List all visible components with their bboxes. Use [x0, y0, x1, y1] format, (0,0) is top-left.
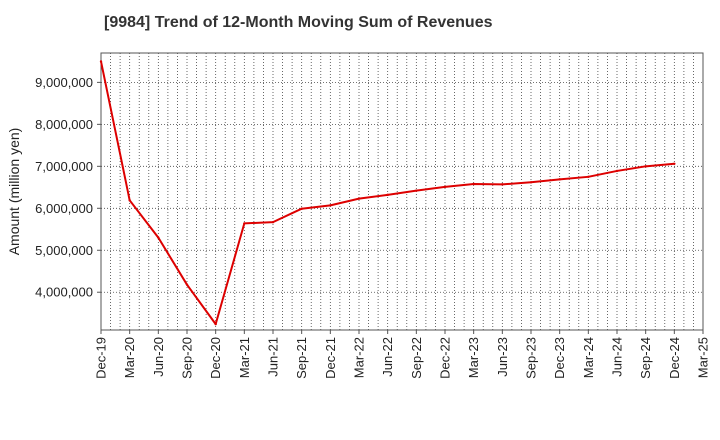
- x-tick-label: Dec-20: [208, 337, 223, 379]
- data-point: [329, 204, 332, 207]
- y-axis-ticks: 4,000,000 5,000,000 6,000,000 7,000,000 8,00…: [35, 75, 101, 300]
- data-point: [415, 189, 418, 192]
- x-tick-label: Jun-23: [495, 337, 510, 377]
- data-point: [386, 193, 389, 197]
- plot-frame: [100, 52, 704, 331]
- y-tick-label: 6,000,000: [35, 201, 93, 216]
- series-layer: [99, 60, 676, 326]
- x-tick-label: Mar-24: [581, 337, 596, 378]
- data-point: [472, 182, 475, 186]
- x-tick-label: Jun-24: [610, 337, 625, 377]
- data-point: [558, 178, 561, 181]
- x-tick-label: Dec-24: [667, 337, 682, 379]
- x-tick-label: Sep-20: [180, 337, 195, 379]
- data-point: [615, 169, 619, 173]
- y-tick-label: 8,000,000: [35, 117, 93, 132]
- y-tick-label: 4,000,000: [35, 285, 93, 300]
- x-tick-label: Dec-22: [438, 337, 453, 379]
- x-tick-label: Mar-23: [466, 337, 481, 378]
- data-point: [587, 175, 590, 179]
- x-tick-label: Dec-21: [323, 337, 338, 379]
- x-tick-label: Sep-23: [524, 337, 539, 379]
- x-axis-ticks: Dec-19 Mar-20 Jun-20 Sep-20 Dec-20 Mar-21 Jun-…: [94, 330, 711, 379]
- grid-lines: [101, 53, 703, 330]
- x-tick-label: Mar-20: [122, 337, 137, 378]
- x-tick-label: Jun-22: [380, 337, 395, 377]
- x-tick-label: Jun-21: [266, 337, 281, 377]
- data-point: [128, 199, 131, 202]
- data-point: [214, 322, 217, 326]
- data-point: [644, 165, 647, 168]
- x-tick-label: Mar-21: [237, 337, 252, 378]
- data-point: [357, 197, 361, 200]
- data-point: [185, 283, 189, 286]
- x-tick-label: Dec-23: [552, 337, 567, 379]
- data-point: [443, 185, 447, 189]
- data-point: [157, 236, 160, 239]
- data-point: [271, 220, 275, 224]
- data-point: [99, 60, 103, 63]
- data-point: [501, 183, 504, 186]
- x-tick-label: Sep-21: [294, 337, 309, 379]
- data-point: [243, 222, 246, 225]
- y-tick-label: 9,000,000: [35, 75, 93, 90]
- data-point: [529, 181, 533, 184]
- x-tick-label: Mar-25: [696, 337, 711, 378]
- y-tick-label: 5,000,000: [35, 243, 93, 258]
- x-tick-label: Sep-22: [409, 337, 424, 379]
- data-point: [673, 162, 676, 165]
- x-tick-label: Sep-24: [638, 337, 653, 379]
- x-tick-label: Jun-20: [151, 337, 166, 377]
- x-tick-label: Mar-22: [352, 337, 367, 378]
- data-point: [300, 207, 303, 210]
- y-tick-label: 7,000,000: [35, 159, 93, 174]
- chart-title: [9984] Trend of 12-Month Moving Sum of R…: [104, 14, 493, 31]
- y-axis-label: Amount (million yen): [6, 128, 22, 256]
- x-tick-label: Dec-19: [94, 337, 109, 379]
